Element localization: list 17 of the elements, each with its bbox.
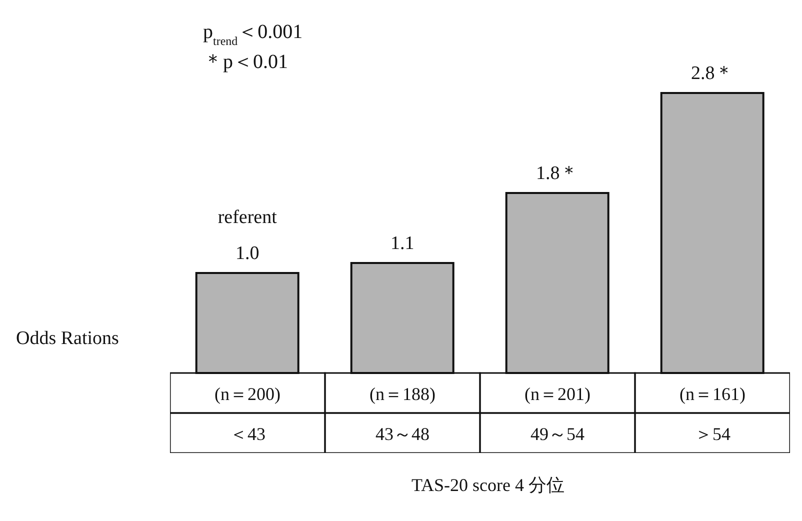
x-tick-label: ＜43 — [230, 424, 266, 444]
data-label: 2.8＊ — [690, 63, 734, 84]
y-axis-title: Odds Rations — [16, 328, 119, 350]
x-axis-title: TAS-20 score 4 分位 — [410, 474, 566, 497]
data-label: 1.1 — [390, 233, 414, 254]
data-label: 1.0 — [235, 243, 260, 264]
x-tick-label: ＞54 — [694, 424, 730, 444]
x-tick-label: 49～54 — [530, 424, 584, 444]
text: ＊p＜0.01 — [203, 51, 288, 73]
text: (n＝161) — [680, 384, 746, 404]
text: (n＝188) — [370, 384, 436, 404]
text: (n＝201) — [524, 384, 590, 404]
text: (n＝200) — [214, 384, 280, 404]
annotation: referent — [218, 207, 278, 228]
text: p$_{trend}$＜0.001 — [203, 21, 303, 48]
data-label: 1.8＊ — [536, 163, 579, 184]
x-tick-label: 43～48 — [376, 424, 430, 444]
